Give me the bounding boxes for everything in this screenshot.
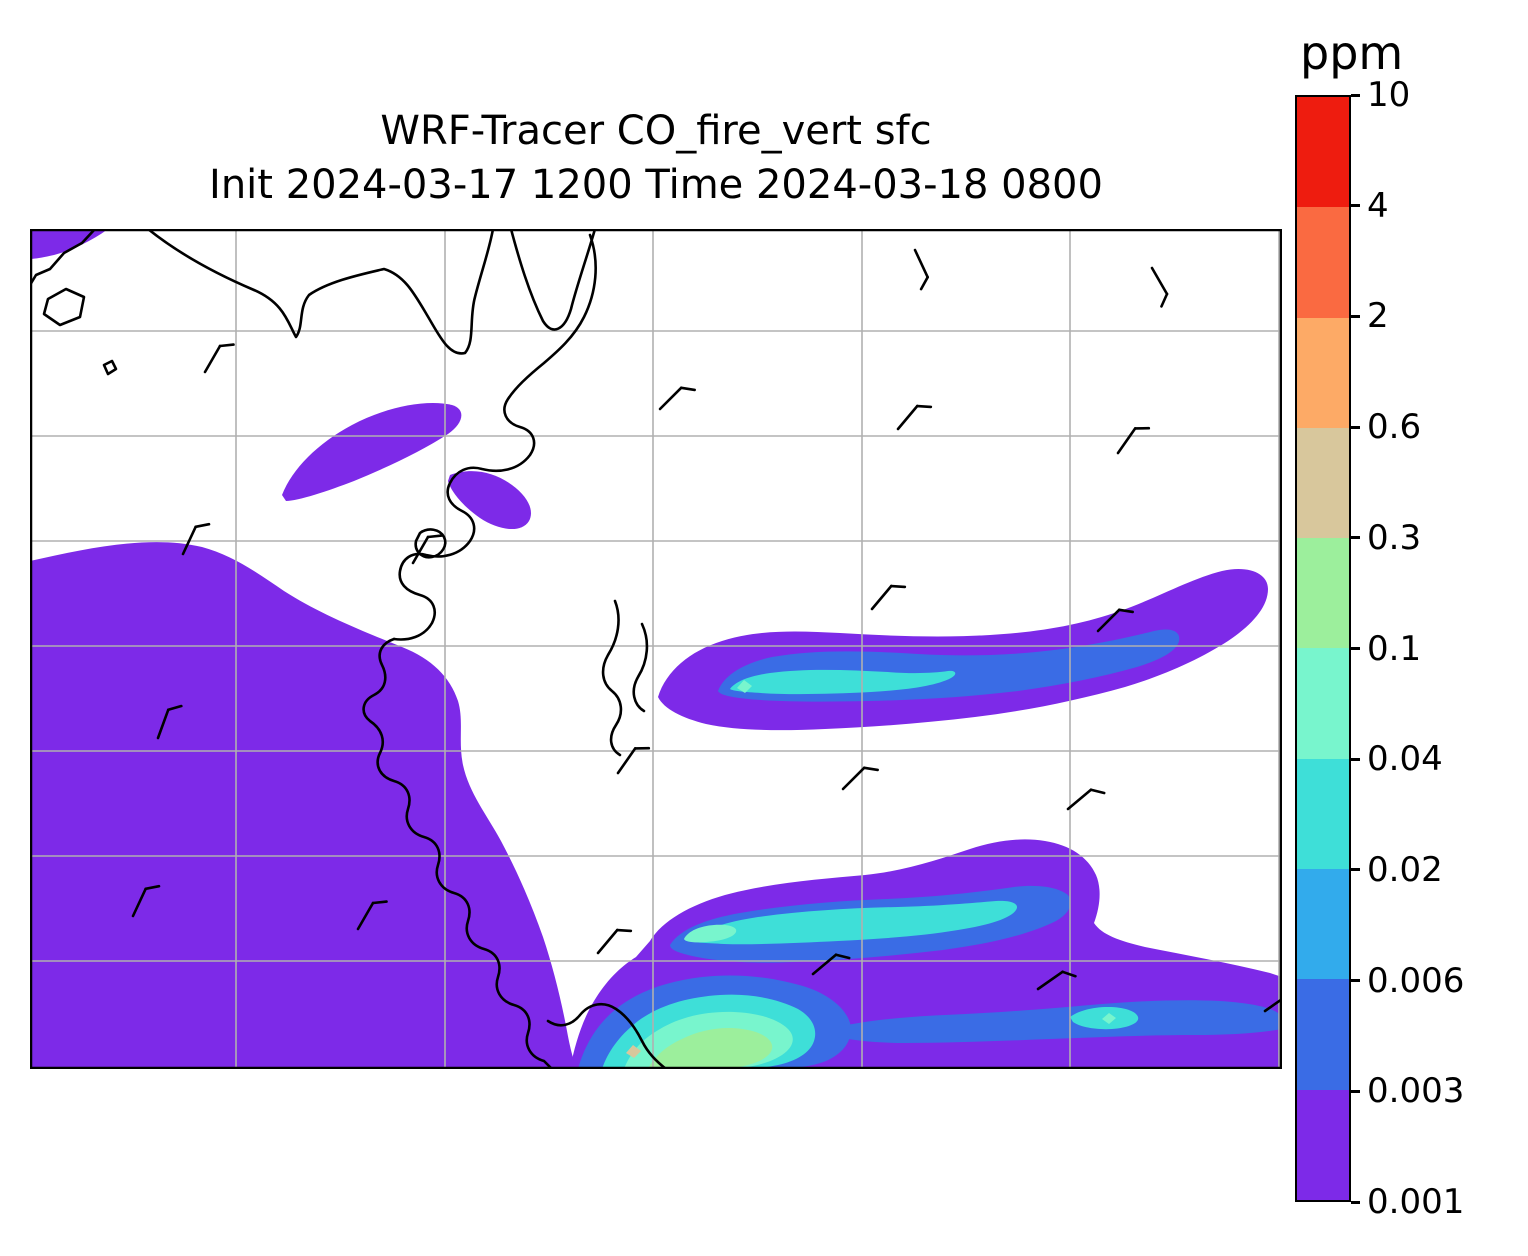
contour-fill-0.04-0.1 — [737, 680, 752, 693]
wind-barb-icon — [616, 746, 651, 775]
contour-fill-0.001-0.003 — [658, 569, 1268, 731]
colorbar-tick-label: 0.3 — [1367, 517, 1422, 558]
colorbar-tick-mark — [1351, 1089, 1360, 1093]
wind-barb-icon — [811, 953, 851, 976]
wind-barb-icon — [841, 766, 879, 791]
coastline — [601, 599, 623, 757]
wind-barb-icon — [1036, 970, 1077, 991]
contour-fill-0.001-0.003 — [282, 403, 462, 501]
colorbar-tick-label: 0.6 — [1367, 407, 1422, 448]
colorbar-segment-3 — [1297, 427, 1349, 539]
plot-title: WRF-Tracer CO_fire_vert sfc Init 2024-03… — [30, 104, 1282, 212]
wind-barb-icon — [203, 343, 235, 374]
contour-fill-0.001-0.003 — [30, 229, 108, 259]
colorbar-segment-6 — [1297, 758, 1349, 870]
colorbar-segment-2 — [1297, 317, 1349, 428]
colorbar-tick-label: 0.003 — [1367, 1071, 1465, 1112]
coastline — [362, 637, 554, 1069]
contour-fill-0.3-0.6 — [626, 1045, 641, 1058]
contour-fill-0.001-0.003 — [30, 542, 577, 1069]
colorbar-tick-label: 0.1 — [1367, 628, 1422, 669]
contour-fill-0.02-0.04 — [730, 669, 956, 695]
contour-fill-0.001-0.003 — [448, 471, 532, 530]
wind-barb-icon — [156, 704, 183, 740]
colorbar-tick-label: 0.02 — [1367, 849, 1443, 890]
wind-barb-icon — [181, 522, 211, 556]
colorbar-units-label: ppm — [1300, 26, 1404, 80]
contour-fill-0.02-0.04 — [692, 900, 1018, 945]
wind-barb-icon — [870, 584, 907, 611]
colorbar-segment-1 — [1297, 207, 1349, 318]
coastline — [30, 229, 97, 287]
colorbar-tick-mark — [1351, 536, 1360, 540]
colorbar-tick-label: 0.001 — [1367, 1182, 1465, 1222]
colorbar-tick-label: 10 — [1367, 75, 1411, 115]
plot-title-line1: WRF-Tracer CO_fire_vert sfc — [380, 108, 932, 154]
colorbar-segment-7 — [1297, 869, 1349, 980]
colorbar-tick-mark — [1351, 757, 1360, 761]
colorbar-segment-8 — [1297, 979, 1349, 1090]
wind-barb-icon — [913, 248, 929, 291]
contour-fill-0.04-0.1 — [1102, 1013, 1116, 1024]
coastline — [632, 622, 649, 713]
coastline — [146, 229, 495, 355]
coastline — [102, 359, 118, 376]
colorbar-tick-mark — [1351, 314, 1360, 318]
colorbar-tick-mark — [1351, 1200, 1360, 1204]
colorbar-segment-4 — [1297, 538, 1349, 649]
colorbar-tick-mark — [1351, 979, 1360, 983]
colorbar-tick-mark — [1351, 868, 1360, 872]
colorbar-tick-mark — [1351, 647, 1360, 650]
contour-fill-0.04-0.1 — [684, 924, 737, 943]
map-plot — [30, 229, 1282, 1069]
colorbar-segments — [1295, 95, 1351, 1202]
contour-fill-0.1-0.3 — [648, 1028, 773, 1069]
contour-fill-0.003-0.006 — [830, 1000, 1282, 1043]
colorbar-tick-label: 2 — [1367, 296, 1389, 337]
coastline — [392, 233, 597, 641]
colorbar-tick-label: 0.006 — [1367, 960, 1465, 1001]
colorbar-tick-mark — [1351, 93, 1360, 97]
colorbar-segment-9 — [1297, 1089, 1349, 1200]
coastline — [42, 287, 86, 327]
wind-barb-icon — [411, 534, 443, 565]
wind-barb-icon — [131, 884, 161, 918]
axes-frame — [30, 229, 1282, 1069]
colorbar-tick-label: 0.04 — [1367, 739, 1443, 780]
wind-barb-icon — [1263, 992, 1282, 1013]
wind-barb-icon — [658, 386, 696, 411]
wind-barb-icon — [1150, 266, 1169, 308]
colorbar-segment-5 — [1297, 648, 1349, 759]
coastline — [509, 229, 597, 331]
coastline — [414, 528, 447, 559]
wind-barb-icon — [1116, 426, 1151, 455]
wind-barb-icon — [596, 928, 633, 955]
coastline — [546, 1002, 668, 1069]
colorbar-tick-label: 4 — [1367, 185, 1389, 226]
wind-barb-icon — [1066, 788, 1106, 811]
colorbar-segment-0 — [1297, 97, 1349, 208]
plot-title-line2: Init 2024-03-17 1200 Time 2024-03-18 080… — [209, 162, 1103, 208]
wind-barb-icon — [356, 900, 388, 931]
colorbar-ticks: 10 4 2 0.6 0.3 0.1 0.04 0.02 0.006 0.003 0.001 — [1351, 75, 1471, 1222]
colorbar-tick-mark — [1351, 204, 1360, 208]
wind-barb-icon — [896, 404, 933, 431]
colorbar-tick-mark — [1351, 425, 1360, 429]
wind-barb-icon — [1096, 608, 1134, 633]
